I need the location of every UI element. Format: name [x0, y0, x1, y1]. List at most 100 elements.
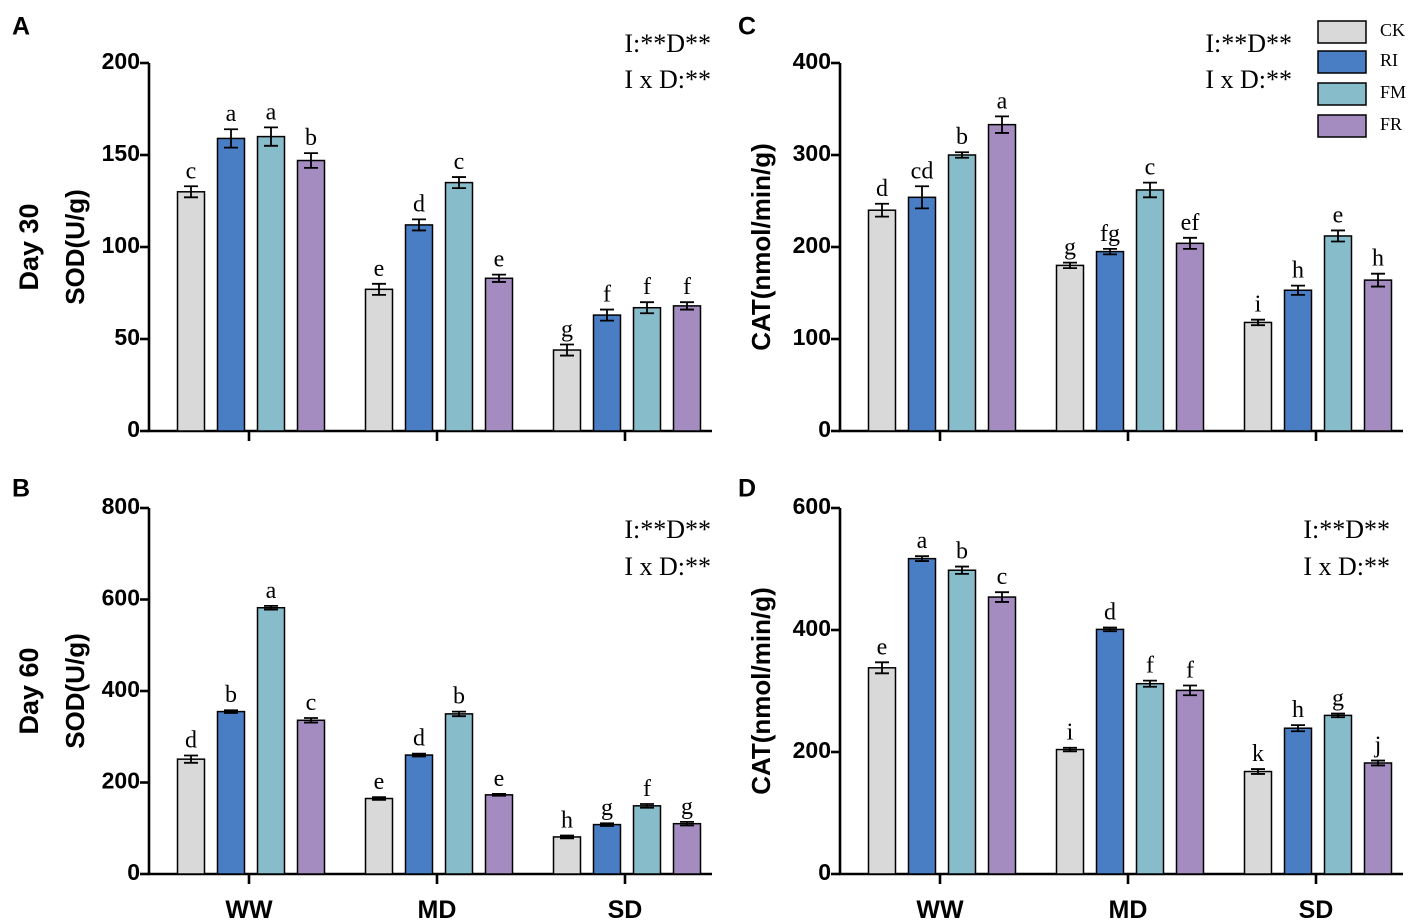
- error-bar: [560, 343, 574, 357]
- error-bar: [1291, 284, 1305, 296]
- significance-letter: g: [681, 794, 693, 820]
- significance-letter: a: [997, 88, 1008, 114]
- error-bar: [412, 752, 426, 758]
- y-tick-label: 100: [793, 324, 831, 350]
- error-bar: [224, 709, 238, 714]
- significance-letter: e: [494, 247, 505, 273]
- significance-letter: d: [1104, 600, 1116, 626]
- significance-letter: f: [603, 282, 611, 308]
- error-bar: [680, 301, 694, 311]
- error-bar: [600, 822, 614, 827]
- y-tick-label: 300: [793, 140, 831, 166]
- error-bar: [492, 793, 506, 797]
- bar-ck: [1055, 264, 1085, 432]
- category-label: MD: [418, 896, 457, 924]
- bar-fr: [1175, 689, 1205, 875]
- significance-letter: g: [1332, 686, 1344, 712]
- error-bar: [1291, 724, 1305, 733]
- bar-fm: [444, 181, 474, 432]
- y-tick-label: 0: [127, 416, 140, 442]
- error-bar: [224, 128, 238, 149]
- y-tick-label: 400: [793, 48, 831, 74]
- bar-fm: [947, 569, 977, 875]
- bar-ck: [867, 667, 897, 875]
- bar-ri: [592, 314, 622, 432]
- error-bar: [264, 126, 278, 147]
- legend-swatch-ri: [1317, 50, 1367, 74]
- stats-annotation: I:**D**: [1205, 29, 1292, 58]
- bar-ck: [364, 288, 394, 432]
- bar-ri: [404, 224, 434, 432]
- significance-letter: c: [186, 158, 197, 184]
- bar-ck: [176, 191, 206, 432]
- legend-label-ri: RI: [1380, 50, 1398, 70]
- significance-letter: b: [453, 684, 465, 710]
- significance-letter: g: [1064, 235, 1076, 261]
- significance-letter: f: [1146, 653, 1154, 679]
- significance-letter: d: [413, 726, 425, 752]
- error-bar: [1331, 712, 1345, 719]
- panel-letter: A: [12, 13, 30, 41]
- error-bar: [264, 605, 278, 611]
- significance-letter: a: [917, 528, 928, 554]
- significance-letter: g: [561, 317, 573, 343]
- row-label: Day 60: [14, 647, 44, 734]
- significance-letter: f: [643, 274, 651, 300]
- stats-annotation: I:**D**: [624, 29, 711, 58]
- bar-fr: [672, 305, 702, 432]
- significance-letter: b: [225, 682, 237, 708]
- row-label: Day 30: [14, 203, 44, 290]
- bar-fm: [256, 135, 286, 432]
- error-bar: [372, 796, 386, 801]
- bar-fm: [444, 713, 474, 875]
- bar-fr: [484, 277, 514, 432]
- significance-letter: c: [454, 149, 465, 175]
- bar-ri: [1283, 289, 1313, 432]
- bar-ck: [552, 836, 582, 875]
- bar-fm: [1323, 714, 1353, 875]
- y-tick-label: 200: [102, 48, 140, 74]
- bar-fr: [1175, 242, 1205, 432]
- error-bar: [1183, 236, 1197, 250]
- legend-swatch-fr: [1317, 114, 1367, 138]
- error-bar: [1143, 679, 1157, 688]
- bar-ck: [364, 797, 394, 875]
- significance-letter: a: [266, 99, 277, 125]
- error-bar: [1063, 746, 1077, 753]
- error-bar: [1063, 261, 1077, 270]
- error-bar: [184, 185, 198, 199]
- significance-letter: h: [561, 808, 573, 834]
- significance-letter: b: [956, 124, 968, 150]
- error-bar: [304, 717, 318, 724]
- significance-letter: c: [306, 690, 317, 716]
- bar-fr: [987, 123, 1017, 432]
- bar-ri: [216, 137, 246, 432]
- category-label: SD: [608, 896, 643, 924]
- error-bar: [1183, 684, 1197, 697]
- panel-a: A Day 30 SOD(U/g) 0 50 100 150 200 c e g a d f a c f b e f I…: [12, 13, 712, 442]
- error-bar: [915, 555, 929, 562]
- error-bar: [640, 803, 654, 809]
- y-tick-label: 50: [114, 324, 140, 350]
- bar-fm: [1135, 682, 1165, 875]
- significance-letter: e: [374, 256, 385, 282]
- bar-fm: [632, 805, 662, 875]
- bar-fm: [1135, 189, 1165, 432]
- significance-letter: c: [1145, 155, 1156, 181]
- bar-ri: [404, 754, 434, 875]
- significance-letter: h: [1292, 697, 1304, 723]
- legend-label-ck: CK: [1380, 20, 1405, 40]
- y-axis-label: CAT(nmol/min/g): [746, 143, 776, 350]
- significance-letter: f: [643, 776, 651, 802]
- bar-ri: [1095, 250, 1125, 432]
- error-bar: [1371, 272, 1385, 288]
- error-bar: [1251, 768, 1265, 775]
- bar-ck: [867, 209, 897, 432]
- bar-fm: [256, 606, 286, 875]
- significance-letter: c: [997, 564, 1008, 590]
- bar-ri: [907, 557, 937, 875]
- y-tick-label: 0: [818, 859, 831, 885]
- bar-ck: [176, 758, 206, 875]
- y-axis-label: CAT(nmol/min/g): [746, 587, 776, 794]
